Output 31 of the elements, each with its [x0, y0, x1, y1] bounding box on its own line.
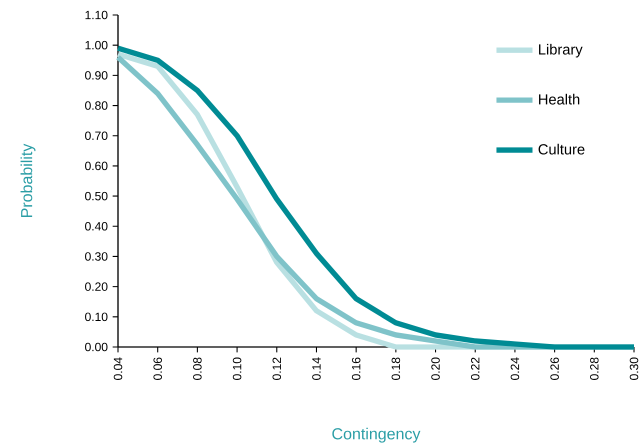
y-tick-label: 1.00: [86, 40, 108, 50]
y-tick-label: 0.70: [85, 131, 108, 140]
x-tick-label: 0.10: [232, 358, 242, 380]
y-tick-label: 0.90: [85, 71, 108, 80]
x-tick-label: 0.04: [114, 357, 122, 380]
x-tick-label: 0.06: [153, 358, 162, 380]
legend-label: Library: [539, 44, 583, 58]
x-tick-label: 0.12: [272, 358, 282, 380]
x-tick-label: 0.18: [392, 358, 400, 380]
x-tick-label: 0.22: [470, 358, 480, 380]
y-tick-label: 0.60: [85, 162, 108, 170]
y-axis-title: Probability: [20, 144, 36, 218]
legend-label: Culture: [538, 144, 584, 155]
x-tick-label: 0.28: [590, 358, 599, 380]
y-tick-label: 0.30: [85, 252, 108, 261]
x-tick-label: 0.26: [550, 358, 559, 380]
x-tick-label: 0.30: [630, 358, 638, 380]
x-tick-label: 0.24: [510, 357, 520, 380]
y-tick-label: 1.10: [86, 10, 108, 20]
legend-label: Health: [539, 94, 580, 105]
y-tick-label: 0.00: [85, 342, 108, 352]
y-tick-label: 0.50: [85, 192, 108, 200]
y-tick-label: 0.20: [85, 282, 108, 291]
x-tick-label: 0.16: [352, 358, 360, 380]
x-axis-title: Contingency: [332, 428, 420, 443]
y-tick-label: 0.80: [85, 101, 108, 110]
y-tick-label: 0.40: [85, 222, 108, 231]
x-tick-label: 0.20: [431, 358, 440, 380]
x-tick-label: 0.08: [193, 358, 202, 380]
y-tick-label: 0.10: [85, 312, 108, 322]
x-tick-label: 0.14: [312, 357, 321, 380]
